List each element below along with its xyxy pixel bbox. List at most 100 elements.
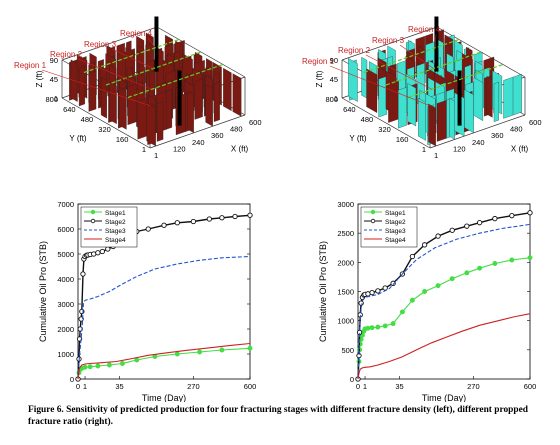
region-label: Region 4 [408,25,441,34]
region-label: Region 3 [372,36,405,45]
y-tick-label: 320 [98,125,111,134]
legend: Stage1 Stage2 Stage3 Stage4 [80,206,138,248]
x-tick-label: 120 [453,144,466,153]
y-axis-label: Y (ft) [69,134,87,143]
y-tick-label: 320 [378,125,391,134]
x-tick-label: 1 [363,382,367,391]
data-point-stage1 [375,324,381,330]
y-tick-label: 160 [396,135,409,144]
fracture-plane [194,78,203,120]
data-point-stage2 [358,300,364,306]
data-point-stage1 [477,265,483,271]
y-tick-label: 6000 [57,225,74,234]
fracture-plane [100,76,107,119]
figure-caption: Figure 6. Sensitivity of predicted produ… [28,405,528,427]
data-point-stage1 [134,357,140,363]
box-edge [156,26,246,78]
y-tick-label: 500 [341,346,354,355]
data-point-stage1 [82,364,88,370]
y-tick-label: 160 [116,135,129,144]
x-tick-label: 600 [244,382,257,391]
region-pointer [434,33,437,48]
region-label: Region 3 [84,40,117,49]
fracture-plane [223,67,232,112]
region-boundary-line [363,38,460,74]
data-point-stage2 [190,218,197,225]
fracture-plane [378,75,388,118]
legend-marker [370,209,376,215]
x-tick-label: 360 [211,131,224,140]
fracture-plane [146,102,156,147]
y-tick-label: 7000 [57,200,74,209]
data-point-stage2 [369,290,375,296]
data-point-stage1 [106,362,112,368]
fracture-plane [348,58,358,102]
legend: Stage1 Stage2 Stage3 Stage4 [360,206,418,248]
z-tick-label: 1 [54,94,58,103]
cumulative-oil-chart: 0 1000 2000 3000 4000 5000 6000 7000 0 1 35 270 600 T… [38,200,257,403]
fracture-plane [398,86,407,129]
data-point-stage1 [492,261,498,266]
fracture-plane [473,77,484,121]
data-point-stage1 [527,255,533,261]
y-tick-label: 0 [350,375,354,384]
fracture-plane [137,97,148,140]
x-tick-label: 360 [491,131,504,140]
legend-box [360,206,418,248]
y-tick-label: 2500 [337,229,354,238]
data-point-stage1 [382,323,388,329]
series-line-stage3 [357,223,531,380]
x-tick-label: 600 [529,118,542,127]
x-tick-label: 270 [187,382,200,391]
fracture-plane [118,86,127,130]
fracture-plane [166,89,173,130]
data-point-stage2 [375,288,381,294]
data-point-stage2 [390,280,396,286]
data-point-stage2 [527,210,533,216]
data-point-stage2 [145,226,151,232]
box-edge [341,97,431,149]
x-tick-label: 1 [83,382,87,391]
data-point-stage2 [464,223,470,229]
data-point-stage1 [509,257,515,263]
fracture-plane [464,89,474,134]
z-axis-label: Z (ft) [35,70,44,87]
legend-marker [370,218,376,224]
data-point-stage1 [464,270,470,276]
y-tick-label: 2000 [57,325,74,334]
x-tick-label: 0 [356,382,360,391]
propped-ratio-3d-figure: Region 1 Region 2 Region 3 Region 4 Z (ft) 90… [280,0,560,190]
y-tick-label: 800 [325,95,338,104]
y-tick-label: 1500 [337,288,354,297]
region-label: Region 1 [302,57,335,66]
fracture-plane [407,83,417,127]
data-point-stage2 [105,246,111,252]
data-point-stage2 [219,215,225,221]
x-tick-label: 35 [395,382,403,391]
data-point-stage2 [409,253,416,260]
data-point-stage1 [390,321,396,327]
data-point-stage2 [382,285,388,291]
x-tick-label: 1 [154,151,158,160]
fracture-density-3d-figure: Region 1 Region 2 Region 3 Region 4 Z (ft) 90… [0,0,280,190]
data-point-stage2 [161,222,167,228]
z-tick-label: 90 [330,56,338,65]
y-tick-label: 0 [70,375,74,384]
y-tick-label: 1 [422,145,426,154]
legend-label: Stage3 [105,228,126,235]
data-point-stage2 [435,233,441,239]
y-tick-label: 1000 [337,317,354,326]
legend-label: Stage1 [385,210,406,217]
data-point-stage2 [492,215,498,222]
legend-label: Stage1 [105,210,126,217]
fracture-plane [88,70,97,112]
data-point-stage2 [232,213,238,220]
y-axis-label: Y (ft) [349,134,367,143]
region-boundary-line [127,63,224,99]
y-axis-label: Cumulative Oil Pro (STB) [38,241,48,342]
x-tick-label: 270 [467,382,480,391]
series-line-stage4 [77,342,251,380]
fracture-walls [348,29,522,147]
fracture-plane [109,81,117,125]
